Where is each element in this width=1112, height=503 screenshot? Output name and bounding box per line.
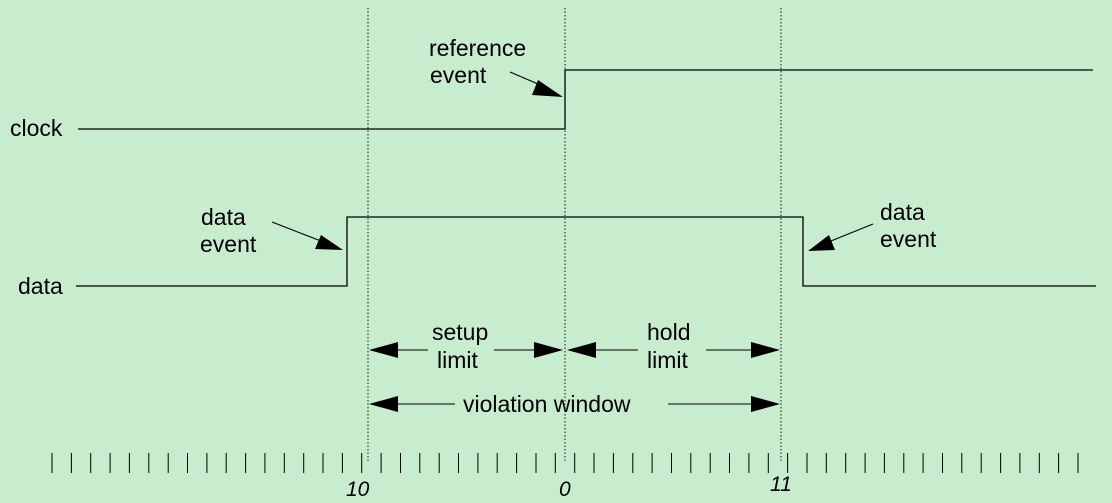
violation-window-left-arrowhead (369, 396, 398, 412)
violation-window-right-arrowhead (751, 396, 780, 412)
hold-limit-right-arrowhead (751, 342, 780, 358)
violation-window-label: violation window (463, 391, 631, 417)
setup-limit-right-arrowhead (534, 342, 563, 358)
data-signal-label: data (18, 273, 63, 299)
timeline-ticks (51, 453, 1079, 473)
clock-signal-label: clock (10, 115, 63, 141)
data-event-right-label-line1: data (880, 199, 925, 225)
reference-event-label-line1: reference (429, 35, 526, 61)
data-event-left-label-line1: data (201, 204, 246, 230)
data-event-left-label-line2: event (200, 231, 257, 257)
data-event-left-arrowhead (315, 235, 343, 250)
timeline-label-reference: 0 (559, 478, 571, 501)
reference-event-label-line2: event (430, 62, 487, 88)
setup-limit-label-line1: setup (432, 319, 488, 345)
hold-limit-left-arrowhead (567, 342, 596, 358)
timeline-label-hold: 11 (770, 473, 792, 496)
hold-limit-label-line1: hold (647, 319, 690, 345)
data-event-left-leader (271, 221, 327, 244)
data-event-right-arrowhead (808, 235, 835, 251)
hold-limit-label-line2: limit (647, 347, 688, 373)
reference-event-arrowhead (532, 80, 563, 97)
setup-limit-label-line2: limit (437, 347, 478, 373)
timeline-label-setup: 10 (346, 478, 370, 501)
data-event-right-leader (825, 223, 874, 244)
data-waveform (76, 216, 1096, 287)
setup-limit-left-arrowhead (369, 342, 398, 358)
data-event-right-label-line2: event (880, 226, 937, 252)
clock-waveform (78, 69, 1093, 130)
